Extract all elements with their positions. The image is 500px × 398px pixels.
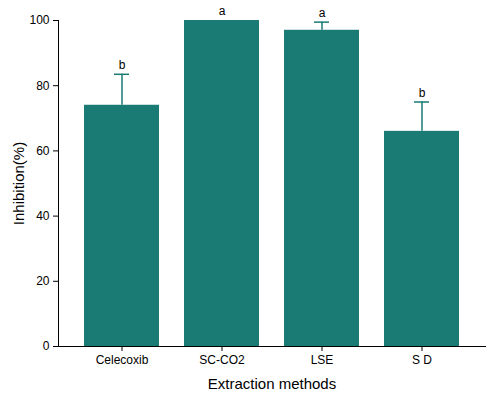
svg-text:Celecoxib: Celecoxib <box>96 353 149 367</box>
svg-text:a: a <box>219 4 226 18</box>
svg-text:b: b <box>119 58 126 72</box>
svg-text:80: 80 <box>36 79 50 93</box>
svg-text:a: a <box>319 6 326 20</box>
svg-text:0: 0 <box>43 339 50 353</box>
svg-text:b: b <box>419 86 426 100</box>
svg-text:60: 60 <box>36 144 50 158</box>
svg-text:Inhibition(%): Inhibition(%) <box>10 142 27 225</box>
svg-text:100: 100 <box>29 13 49 27</box>
svg-text:SC-CO2: SC-CO2 <box>199 353 245 367</box>
svg-text:20: 20 <box>36 274 50 288</box>
svg-text:40: 40 <box>36 209 50 223</box>
svg-text:LSE: LSE <box>311 353 334 367</box>
svg-text:S D: S D <box>412 353 432 367</box>
svg-text:Extraction methods: Extraction methods <box>208 375 336 392</box>
